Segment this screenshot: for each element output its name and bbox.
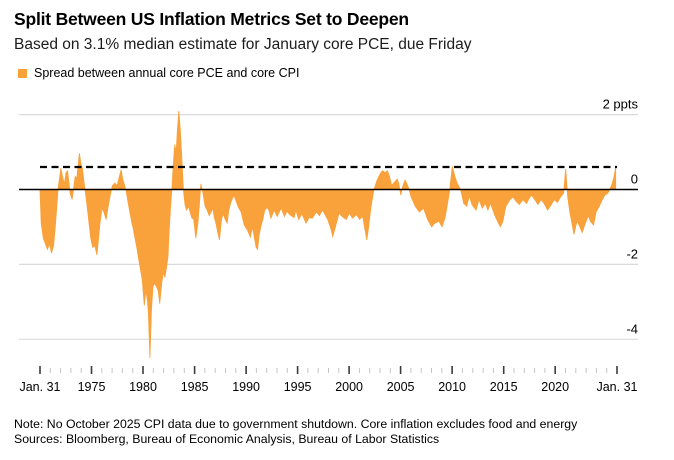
x-axis-labels: Jan. 31 1975 1980 1985 1990 1995 2000 2005 2010 2… — [19, 380, 637, 394]
chart-title: Split Between US Inflation Metrics Set t… — [14, 9, 409, 29]
x-axis-ticks — [39, 366, 618, 374]
svg-text:2 ppts: 2 ppts — [603, 97, 639, 112]
footnote: Note: No October 2025 CPI data due to go… — [14, 417, 578, 431]
svg-text:-2: -2 — [626, 246, 638, 261]
legend-swatch-icon — [18, 68, 27, 78]
svg-text:2005: 2005 — [387, 380, 415, 394]
legend: Spread between annual core PCE and core … — [18, 66, 299, 80]
sources-line: Sources: Bloomberg, Bureau of Economic A… — [14, 432, 440, 446]
spread-area-series — [39, 110, 617, 359]
legend-label: Spread between annual core PCE and core … — [34, 66, 300, 80]
svg-text:2020: 2020 — [541, 380, 569, 394]
svg-text:2010: 2010 — [438, 380, 466, 394]
chart-subtitle: Based on 3.1% median estimate for Januar… — [14, 36, 472, 53]
svg-text:2015: 2015 — [490, 380, 518, 394]
svg-text:1980: 1980 — [129, 380, 157, 394]
y-axis-labels: 2 ppts 0 -2 -4 — [603, 97, 639, 337]
svg-text:Jan. 31: Jan. 31 — [19, 380, 60, 394]
svg-text:0: 0 — [631, 172, 638, 187]
svg-text:1995: 1995 — [284, 380, 312, 394]
svg-text:1975: 1975 — [78, 380, 106, 394]
svg-text:Jan. 31: Jan. 31 — [596, 380, 637, 394]
gridlines — [19, 113, 638, 340]
svg-text:2000: 2000 — [335, 380, 363, 394]
svg-text:-4: -4 — [626, 321, 638, 336]
svg-text:1985: 1985 — [181, 380, 209, 394]
svg-text:1990: 1990 — [232, 380, 260, 394]
